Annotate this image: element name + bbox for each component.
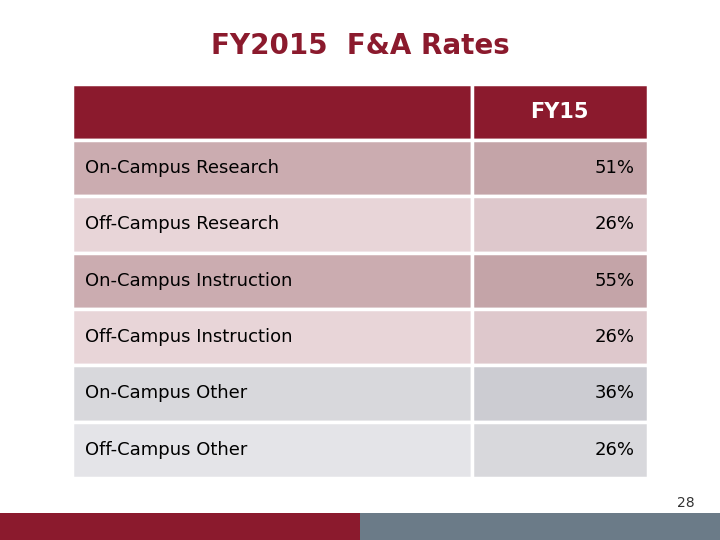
Text: FY15: FY15 (531, 102, 589, 122)
Text: Off-Campus Research: Off-Campus Research (85, 215, 279, 233)
Text: 26%: 26% (595, 441, 635, 459)
Bar (472, 84, 648, 140)
Text: 28: 28 (678, 496, 695, 510)
Bar (72, 365, 472, 422)
Text: 26%: 26% (595, 215, 635, 233)
Bar (72, 197, 472, 253)
Bar (72, 140, 472, 197)
Bar (472, 253, 648, 309)
Bar (472, 309, 648, 365)
Bar (472, 197, 648, 253)
Text: 36%: 36% (595, 384, 635, 402)
Bar (360, 513, 720, 540)
Text: Off-Campus Other: Off-Campus Other (85, 441, 248, 459)
Bar (72, 422, 472, 478)
Bar (72, 253, 472, 309)
Text: FY2015  F&A Rates: FY2015 F&A Rates (211, 32, 509, 60)
Bar (72, 84, 472, 140)
Text: 55%: 55% (595, 272, 635, 290)
Bar (472, 365, 648, 422)
Text: 26%: 26% (595, 328, 635, 346)
Text: On-Campus Instruction: On-Campus Instruction (85, 272, 292, 290)
Text: Off-Campus Instruction: Off-Campus Instruction (85, 328, 292, 346)
Text: On-Campus Other: On-Campus Other (85, 384, 247, 402)
Bar (72, 309, 472, 365)
Bar (472, 422, 648, 478)
Bar (472, 140, 648, 197)
Bar (0, 513, 360, 540)
Text: 51%: 51% (595, 159, 635, 177)
Text: On-Campus Research: On-Campus Research (85, 159, 279, 177)
